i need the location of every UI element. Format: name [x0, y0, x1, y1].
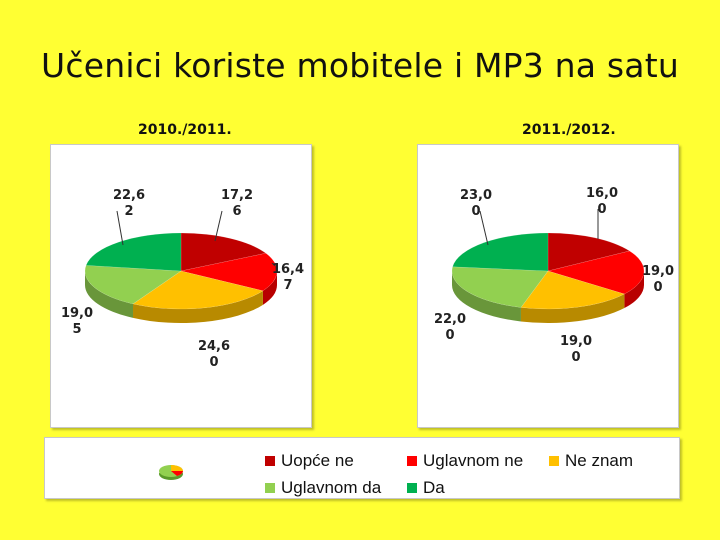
legend-swatch [407, 483, 417, 493]
pie-slice-side [624, 271, 644, 309]
data-label-leader-line [214, 210, 223, 242]
pie-slice-da [85, 232, 182, 272]
chart-2-panel: 16,0 0 19,0 0 19,0 0 22,0 0 23,0 0 [417, 144, 679, 428]
data-label: 19,0 0 [642, 264, 674, 295]
legend-label: Uopće ne [281, 451, 354, 470]
legend-label: Da [423, 478, 445, 497]
pie-slice-da [452, 232, 549, 272]
pie-slice-uglavnom-da [84, 265, 182, 305]
data-label: 19,0 0 [560, 334, 592, 365]
data-label: 16,4 7 [272, 262, 304, 293]
legend-item-uglavnom-ne: Uglavnom ne [407, 451, 523, 471]
pie-slice-uopce-ne [180, 232, 267, 272]
pie-slice-uglavnom-da [451, 266, 549, 308]
data-label: 23,0 0 [460, 188, 492, 219]
pie-slice-side [452, 271, 521, 322]
legend-label: Uglavnom ne [423, 451, 524, 470]
data-label: 22,0 0 [434, 312, 466, 343]
legend-swatch [265, 483, 275, 493]
chart-2-year-label: 2011./2012. [522, 122, 616, 138]
chart-1-year-label: 2010./2011. [138, 122, 232, 138]
pie-slice-ne-znam [132, 270, 264, 310]
data-label-leader-line [116, 210, 124, 246]
legend-swatch [265, 456, 275, 466]
pie-slice-side [262, 271, 277, 305]
chart-1-panel: 17,2 6 16,4 7 24,6 0 19,0 5 22,6 2 [50, 144, 312, 428]
legend-swatch [407, 456, 417, 466]
legend: Uopće ne Uglavnom ne Ne znam Uglavnom da… [44, 437, 680, 499]
pie-slice-uglavnom-ne [547, 250, 645, 295]
pie-slice-uglavnom-ne [180, 252, 278, 292]
legend-item-uglavnom-da: Uglavnom da [265, 478, 381, 498]
pie-side-walls [85, 271, 277, 323]
chart-1-pie: 17,2 6 16,4 7 24,6 0 19,0 5 22,6 2 [61, 188, 304, 370]
data-label: 19,0 5 [61, 306, 93, 337]
legend-item-uopce-ne: Uopće ne [265, 451, 354, 471]
legend-item-ne-znam: Ne znam [549, 451, 633, 471]
chart-2-pie: 16,0 0 19,0 0 19,0 0 22,0 0 23,0 0 [434, 186, 674, 365]
pie-side-walls [452, 271, 644, 323]
legend-label: Ne znam [565, 451, 634, 470]
data-label: 22,6 2 [113, 188, 145, 219]
data-label: 17,2 6 [221, 188, 253, 219]
pie-slice-side [520, 294, 625, 323]
legend-swatch [549, 456, 559, 466]
legend-item-da: Da [407, 478, 445, 498]
data-label-leader-line [271, 262, 276, 267]
legend-pie-icon [159, 465, 183, 480]
pie-slice-side [133, 290, 263, 323]
pie-slice-ne-znam [520, 270, 626, 310]
legend-label: Uglavnom da [281, 478, 382, 497]
data-label: 16,0 0 [586, 186, 618, 217]
pie-slice-uopce-ne [547, 232, 631, 272]
data-label-leader-line [479, 210, 489, 246]
pie-slice-side [85, 271, 134, 318]
data-label: 24,6 0 [198, 339, 230, 370]
slide-title: Učenici koriste mobitele i MP3 na satu [41, 46, 679, 85]
